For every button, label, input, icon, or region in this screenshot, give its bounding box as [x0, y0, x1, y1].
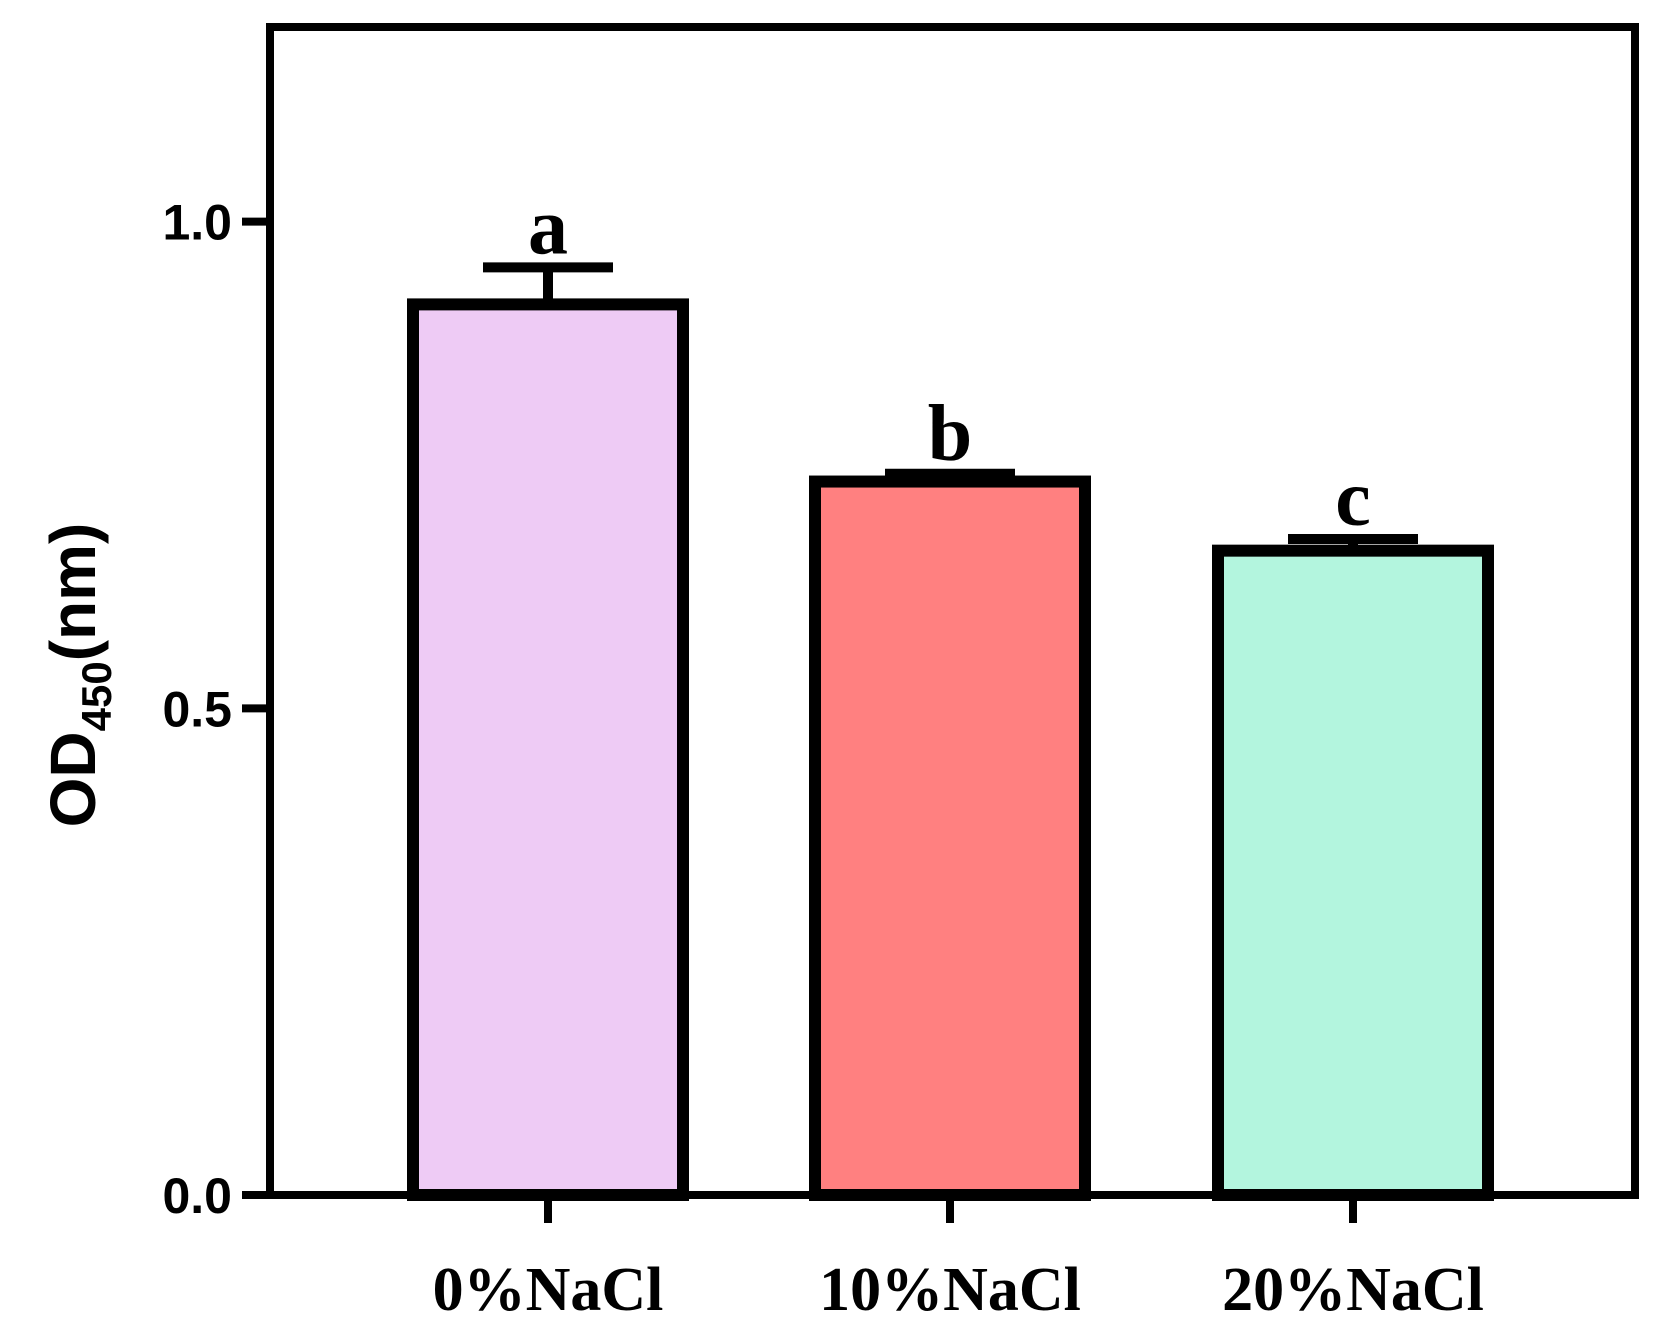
y-axis-title: OD450(nm) [37, 523, 120, 828]
x-tick-label: 0%NaCl [433, 1256, 664, 1317]
x-tick-label: 20%NaCl [1222, 1256, 1484, 1317]
y-axis-title-main: OD [37, 731, 109, 827]
bar [407, 298, 689, 1201]
y-tick-label: 0.5 [162, 681, 232, 737]
bar [1212, 544, 1494, 1201]
bar [809, 475, 1091, 1201]
significance-letter: c [1335, 455, 1371, 543]
y-tick-label: 0.0 [162, 1168, 232, 1224]
significance-letter: a [528, 183, 568, 271]
y-axis-title-suffix: (nm) [37, 523, 109, 662]
y-tick-label: 1.0 [162, 195, 232, 251]
x-tick-label: 10%NaCl [819, 1256, 1081, 1317]
y-axis-title-subscript: 450 [73, 661, 120, 731]
significance-letter: b [928, 390, 973, 478]
